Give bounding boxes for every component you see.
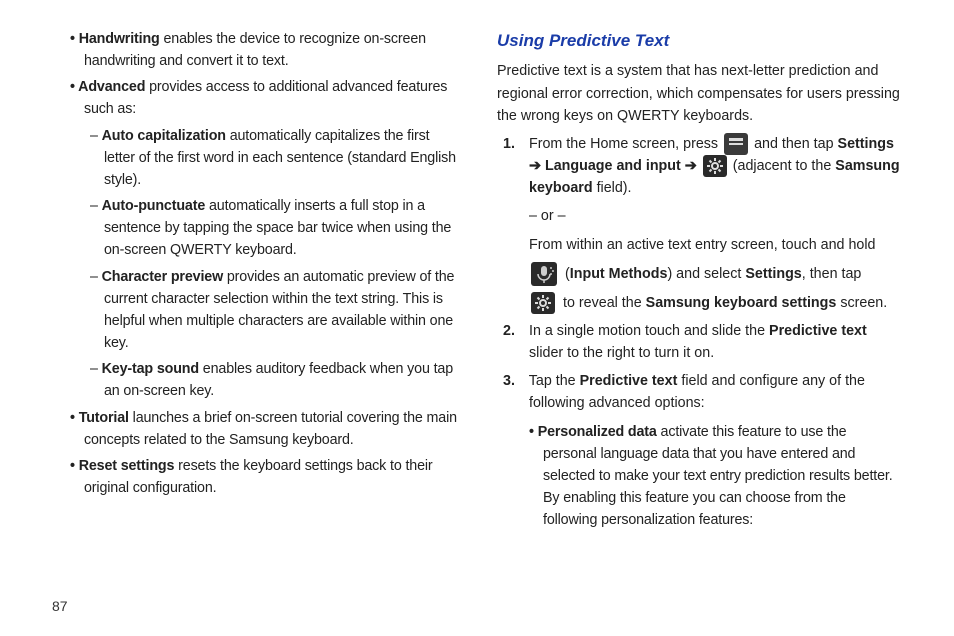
dash-auto-punctuate: Auto-punctuate automatically inserts a f…: [90, 195, 457, 261]
gear-icon-2: [531, 292, 555, 314]
step-2: 2. In a single motion touch and slide th…: [503, 320, 902, 364]
gear-icon: [703, 155, 727, 177]
arrow-icon: ➔: [529, 158, 541, 174]
page-number: 87: [52, 598, 68, 614]
dash-character-preview: Character preview provides an automatic …: [90, 266, 457, 355]
microphone-icon: [531, 262, 557, 286]
step-1-language-input: Language and input: [545, 158, 681, 174]
or-divider: – or –: [529, 205, 902, 227]
bullet-reset-settings: Reset settings resets the keyboard setti…: [70, 455, 457, 499]
section-heading: Using Predictive Text: [497, 28, 902, 54]
alt-line-3: to reveal the Samsung keyboard settings …: [529, 292, 902, 314]
step-1-number: 1.: [503, 133, 525, 155]
alt-line-2: (Input Methods) and select Settings, the…: [529, 262, 902, 286]
step-1-settings: Settings: [838, 136, 894, 152]
bullet-advanced: Advanced provides access to additional a…: [70, 76, 457, 120]
dash-key-tap-sound: Key-tap sound enables auditory feedback …: [90, 358, 457, 402]
intro-paragraph: Predictive text is a system that has nex…: [497, 60, 902, 126]
left-column: Handwriting enables the device to recogn…: [52, 28, 457, 588]
step-1: 1. From the Home screen, press and then …: [503, 133, 902, 200]
menu-icon: [724, 133, 748, 155]
dash-auto-capitalization: Auto capitalization automatically capita…: [90, 125, 457, 191]
predictive-text-label: Predictive text: [769, 323, 867, 339]
bullet-personalized-data: Personalized data activate this feature …: [529, 421, 902, 532]
step-1-text-b: and then tap: [754, 136, 834, 152]
right-column: Using Predictive Text Predictive text is…: [497, 28, 902, 588]
page-content: Handwriting enables the device to recogn…: [52, 28, 902, 588]
arrow-icon-2: ➔: [685, 158, 697, 174]
settings-label: Settings: [745, 266, 801, 282]
alt-line-1: From within an active text entry screen,…: [529, 234, 902, 256]
step-1-text-a: From the Home screen, press: [529, 136, 718, 152]
step-1-text-f: field).: [597, 180, 632, 196]
step-1-text-d: (adjacent to the: [733, 158, 832, 174]
bullet-handwriting: Handwriting enables the device to recogn…: [70, 28, 457, 72]
predictive-text-label-2: Predictive text: [580, 373, 678, 389]
input-methods-label: Input Methods: [570, 266, 668, 282]
samsung-keyboard-settings-label: Samsung keyboard settings: [646, 295, 837, 311]
step-2-number: 2.: [503, 320, 525, 342]
bullet-tutorial: Tutorial launches a brief on-screen tuto…: [70, 407, 457, 451]
step-3: 3. Tap the Predictive text field and con…: [503, 370, 902, 414]
step-3-number: 3.: [503, 370, 525, 392]
